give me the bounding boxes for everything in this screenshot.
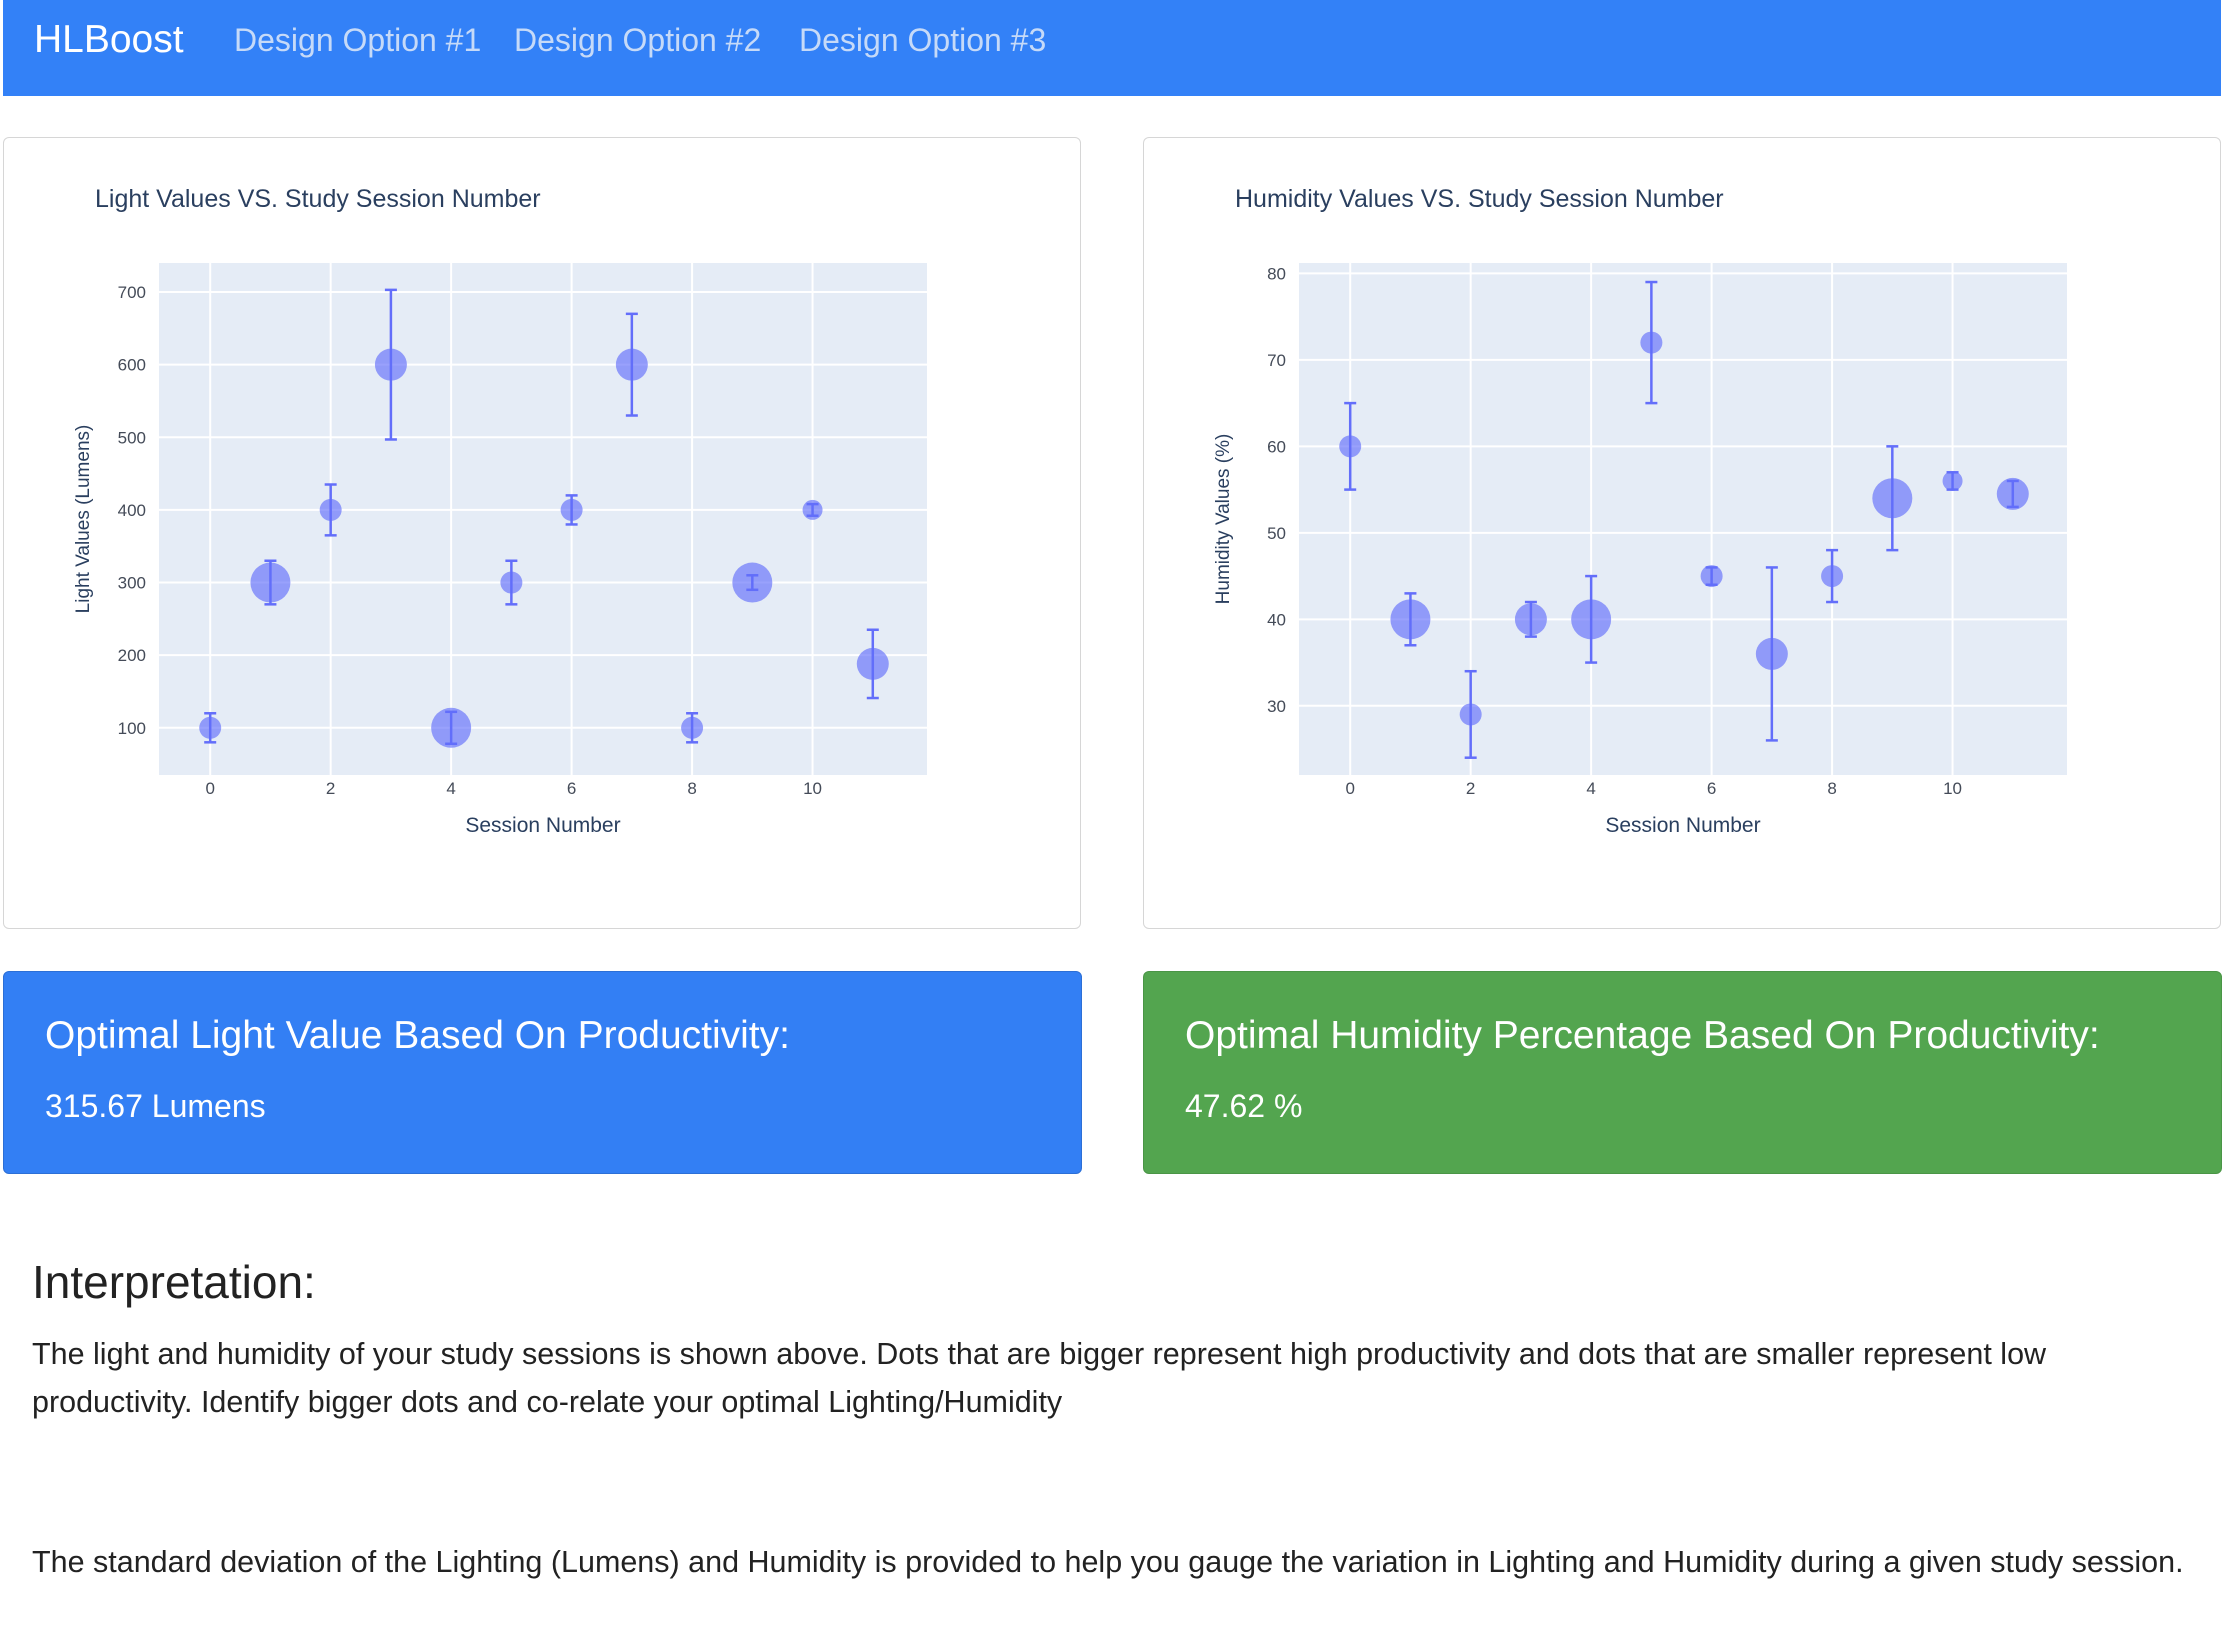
data-point (681, 712, 704, 744)
data-marker (1996, 477, 2029, 510)
data-marker (374, 348, 407, 381)
data-point (802, 499, 823, 520)
data-point (1700, 565, 1723, 588)
data-point (560, 494, 583, 526)
data-marker (199, 716, 222, 739)
y-tick-label: 600 (118, 356, 146, 375)
data-point (199, 712, 222, 744)
x-tick-label: 0 (205, 779, 214, 798)
data-marker (1390, 599, 1431, 640)
y-tick-label: 700 (118, 283, 146, 302)
x-tick-label: 6 (567, 779, 576, 798)
plot-area (159, 263, 927, 775)
y-axis-label: Light Values (Lumens) (73, 425, 94, 614)
data-marker (250, 562, 291, 603)
chart-title: Light Values VS. Study Session Number (95, 185, 541, 213)
data-marker (431, 707, 472, 748)
y-tick-label: 400 (118, 501, 146, 520)
data-point (1755, 566, 1788, 742)
data-marker (1755, 637, 1788, 670)
y-tick-label: 70 (1267, 351, 1286, 370)
x-tick-label: 2 (1466, 779, 1475, 798)
navbar: HLBoost Design Option #1 Design Option #… (3, 0, 2221, 96)
data-point (1339, 401, 1362, 491)
data-point (1821, 548, 1844, 604)
data-marker (560, 498, 583, 521)
data-point (500, 559, 523, 606)
data-marker (1700, 565, 1723, 588)
data-point (1514, 600, 1547, 638)
nav-link-design-option-3[interactable]: Design Option #3 (799, 22, 1047, 58)
x-axis-label: Session Number (465, 814, 620, 837)
data-point (1942, 470, 1963, 491)
data-point (1640, 280, 1663, 405)
optimal-light-value: 315.67 Lumens (45, 1088, 266, 1124)
data-point (1571, 574, 1612, 664)
data-marker (802, 499, 823, 520)
x-tick-label: 2 (326, 779, 335, 798)
y-tick-label: 30 (1267, 697, 1286, 716)
data-point (732, 562, 773, 603)
data-point (319, 483, 342, 537)
humidity-chart[interactable]: 0 2 4 6 8 10 30 40 50 60 70 80 Humidity Values VS. S… (1144, 138, 2221, 929)
data-marker (1872, 478, 1913, 519)
interpretation-paragraph-1: The light and humidity of your study ses… (32, 1337, 2047, 1419)
data-point (1459, 669, 1482, 759)
optimal-humidity-box: Optimal Humidity Percentage Based On Pro… (1143, 971, 2222, 1174)
x-tick-label: 0 (1345, 779, 1354, 798)
data-point (250, 559, 291, 606)
data-marker (856, 647, 889, 680)
data-marker (615, 348, 648, 381)
optimal-humidity-title: Optimal Humidity Percentage Based On Pro… (1185, 1014, 2100, 1057)
data-marker (500, 571, 523, 594)
optimal-humidity-value: 47.62 % (1185, 1088, 1303, 1124)
x-tick-label: 8 (1827, 779, 1836, 798)
data-point (374, 288, 407, 441)
y-tick-label: 60 (1267, 437, 1286, 456)
x-tick-label: 8 (687, 779, 696, 798)
plot-area (1299, 263, 2067, 775)
y-tick-label: 500 (118, 428, 146, 447)
data-point (1872, 445, 1913, 552)
data-marker (1821, 565, 1844, 588)
x-tick-label: 4 (446, 779, 455, 798)
data-marker (1339, 435, 1362, 458)
data-marker (681, 716, 704, 739)
data-point (615, 312, 648, 417)
data-marker (1514, 603, 1547, 636)
interpretation-paragraph-2: The standard deviation of the Lighting (… (32, 1545, 2184, 1579)
x-axis-label: Session Number (1605, 814, 1760, 837)
nav-link-design-option-1[interactable]: Design Option #1 (234, 22, 482, 58)
optimal-light-box: Optimal Light Value Based On Productivit… (3, 971, 1082, 1174)
data-point (1390, 592, 1431, 647)
brand-logo[interactable]: HLBoost (34, 18, 184, 61)
data-point (856, 628, 889, 700)
nav-link-design-option-2[interactable]: Design Option #2 (514, 22, 762, 58)
data-marker (1459, 703, 1482, 726)
y-tick-label: 300 (118, 574, 146, 593)
optimal-light-title: Optimal Light Value Based On Productivit… (45, 1014, 790, 1057)
data-point (431, 707, 472, 748)
data-marker (1942, 470, 1963, 491)
x-tick-label: 4 (1586, 779, 1595, 798)
humidity-chart-card: 0 2 4 6 8 10 30 40 50 60 70 80 Humidity Values VS. S… (1143, 137, 2221, 929)
x-tick-label: 6 (1707, 779, 1716, 798)
interpretation-heading: Interpretation: (32, 1256, 316, 1308)
light-chart-card: 0 2 4 6 8 10 100 200 300 400 500 600 700 Light Values… (3, 137, 1081, 929)
x-tick-label: 10 (803, 779, 822, 798)
chart-title: Humidity Values VS. Study Session Number (1235, 185, 1724, 213)
y-tick-label: 40 (1267, 610, 1286, 629)
data-marker (1571, 599, 1612, 640)
y-axis-label: Humidity Values (%) (1213, 434, 1234, 605)
data-marker (319, 498, 342, 521)
light-chart[interactable]: 0 2 4 6 8 10 100 200 300 400 500 600 700 Light Values… (4, 138, 1081, 929)
y-tick-label: 100 (118, 719, 146, 738)
data-marker (1640, 331, 1663, 354)
data-marker (732, 562, 773, 603)
data-point (1996, 477, 2029, 510)
x-tick-label: 10 (1943, 779, 1962, 798)
y-tick-label: 50 (1267, 524, 1286, 543)
y-tick-label: 80 (1267, 264, 1286, 283)
y-tick-label: 200 (118, 646, 146, 665)
